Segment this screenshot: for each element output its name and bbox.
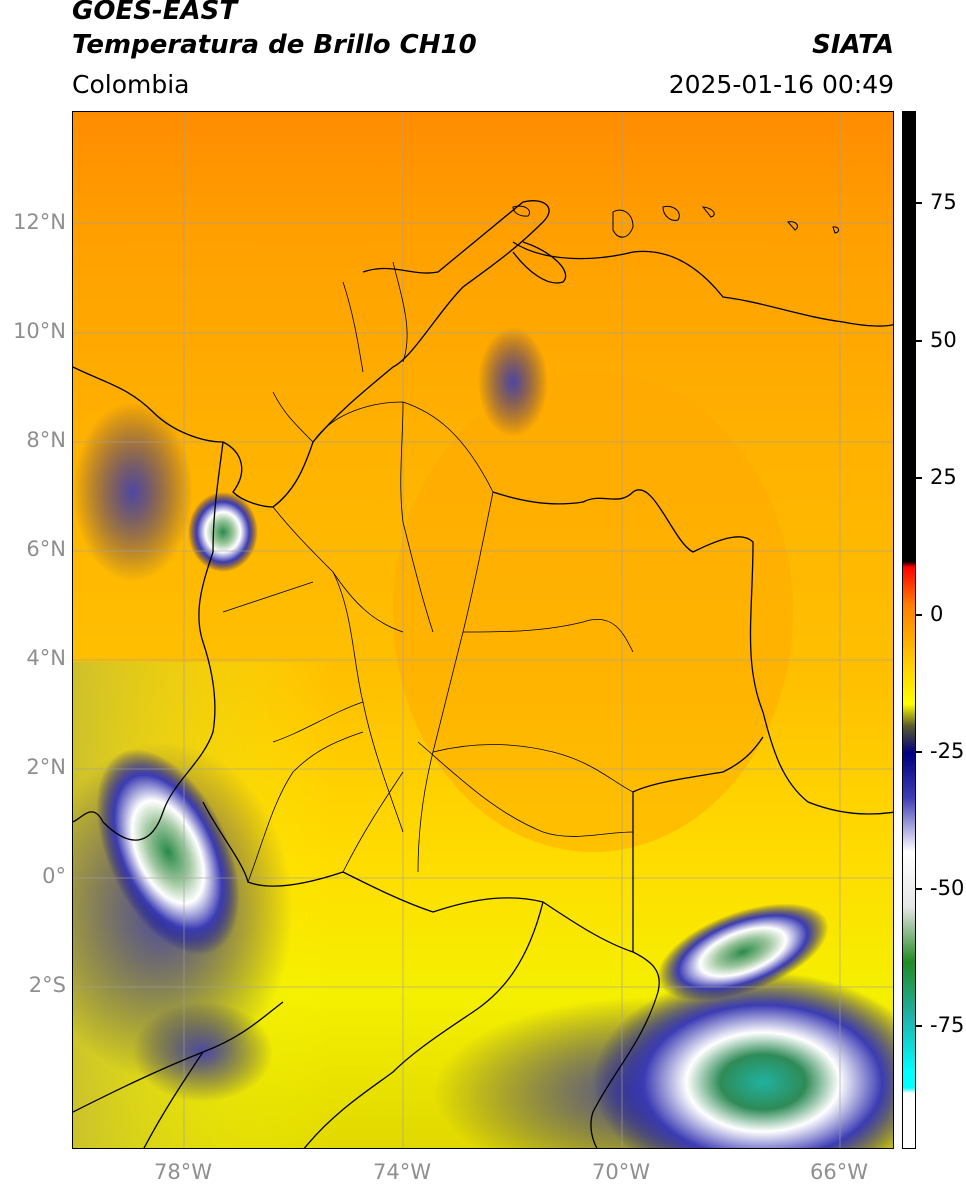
islands: [512, 205, 840, 238]
cloud-cluster-south: [593, 972, 893, 1148]
cloud-haze-panama: [73, 402, 193, 582]
lat-label-8n: 8°N: [26, 428, 66, 452]
colorbar-label-25: 25: [930, 465, 957, 489]
colorbar-tick: [916, 477, 922, 479]
colorbar-label-minus25: -25: [930, 739, 965, 763]
colorbar-tick: [916, 888, 922, 890]
colorbar-label-50: 50: [930, 328, 957, 352]
colorbar-tick: [916, 751, 922, 753]
colorbar-tick: [916, 614, 922, 616]
colorbar-tick: [916, 340, 922, 342]
country-borders: [73, 200, 893, 1148]
satellite-map[interactable]: [72, 111, 894, 1149]
cloud-cluster-southeast: [657, 903, 829, 1001]
cloud-haze-maracaibo: [478, 327, 548, 437]
lon-label-70w: 70°W: [592, 1160, 650, 1184]
lat-label-2n: 2°N: [26, 755, 66, 779]
lon-label-66w: 66°W: [810, 1160, 868, 1184]
datetime-label: 2025-01-16 00:49: [668, 70, 894, 99]
graticule: [73, 112, 893, 1148]
colorbar-label-75: 75: [930, 190, 957, 214]
lat-label-0: 0°: [42, 864, 66, 888]
colorbar-label-0: 0: [930, 602, 944, 626]
colorbar-tick: [916, 1025, 922, 1027]
colorbar-tick: [916, 202, 922, 204]
cloud-cluster-pacific: [96, 749, 240, 955]
colorbar: [902, 111, 916, 1149]
lon-label-74w: 74°W: [373, 1160, 431, 1184]
lat-label-10n: 10°N: [13, 319, 66, 343]
colorbar-label-minus75: -75: [930, 1013, 965, 1037]
department-borders: [222, 261, 634, 883]
lat-label-6n: 6°N: [26, 537, 66, 561]
lat-label-2s: 2°S: [28, 973, 66, 997]
agency-label: SIATA: [812, 30, 894, 60]
satellite-title: GOES-EAST: [72, 0, 238, 26]
warm-region-amazon: [393, 372, 793, 852]
cloud-cluster-uraba: [188, 492, 258, 572]
lon-label-78w: 78°W: [154, 1160, 212, 1184]
colorbar-label-minus50: -50: [930, 876, 965, 900]
product-title: Temperatura de Brillo CH10: [72, 30, 477, 60]
region-label: Colombia: [72, 70, 190, 99]
lat-label-4n: 4°N: [26, 646, 66, 670]
lat-label-12n: 12°N: [13, 210, 66, 234]
